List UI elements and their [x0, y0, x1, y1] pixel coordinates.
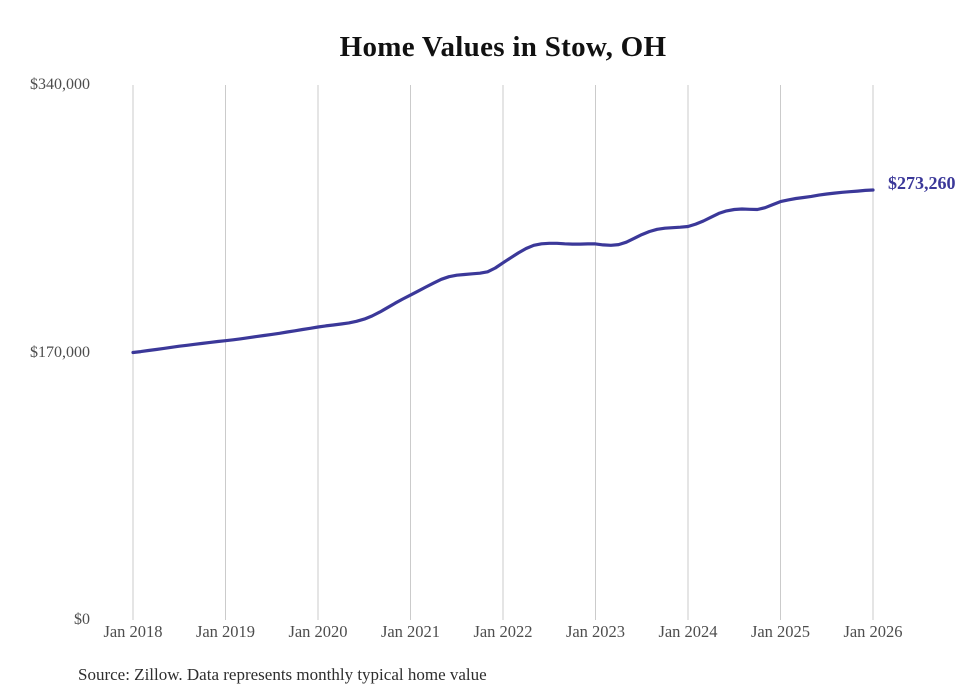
x-axis-tick-label: Jan 2020 [288, 622, 348, 641]
y-axis-tick-label: $170,000 [30, 343, 90, 361]
y-axis-labels: $0 $170,000 $340,000 [0, 0, 120, 699]
source-note: Source: Zillow. Data represents monthly … [78, 665, 487, 684]
x-axis-tick-label: Jan 2026 [843, 622, 903, 641]
home-value-line [131, 188, 875, 355]
x-axis-tick-label: Jan 2025 [750, 622, 811, 641]
x-axis-tick-label: Jan 2024 [658, 622, 718, 641]
x-axis-tick-label: Jan 2022 [473, 622, 533, 641]
x-axis-tick-label: Jan 2018 [103, 622, 163, 641]
x-axis-tick-label: Jan 2021 [380, 622, 441, 641]
y-axis-tick-label: $0 [74, 611, 90, 628]
x-axis-tick-label: Jan 2023 [565, 622, 626, 641]
chart-title: Home Values in Stow, OH [339, 31, 667, 63]
x-axis-labels: Jan 2018 Jan 2019 Jan 2020 Jan 2021 Jan 2022… [0, 622, 980, 648]
end-value-label: $273,260 [888, 173, 956, 194]
y-axis-tick-label: $340,000 [30, 76, 90, 93]
x-axis-tick-label: Jan 2019 [195, 622, 256, 641]
